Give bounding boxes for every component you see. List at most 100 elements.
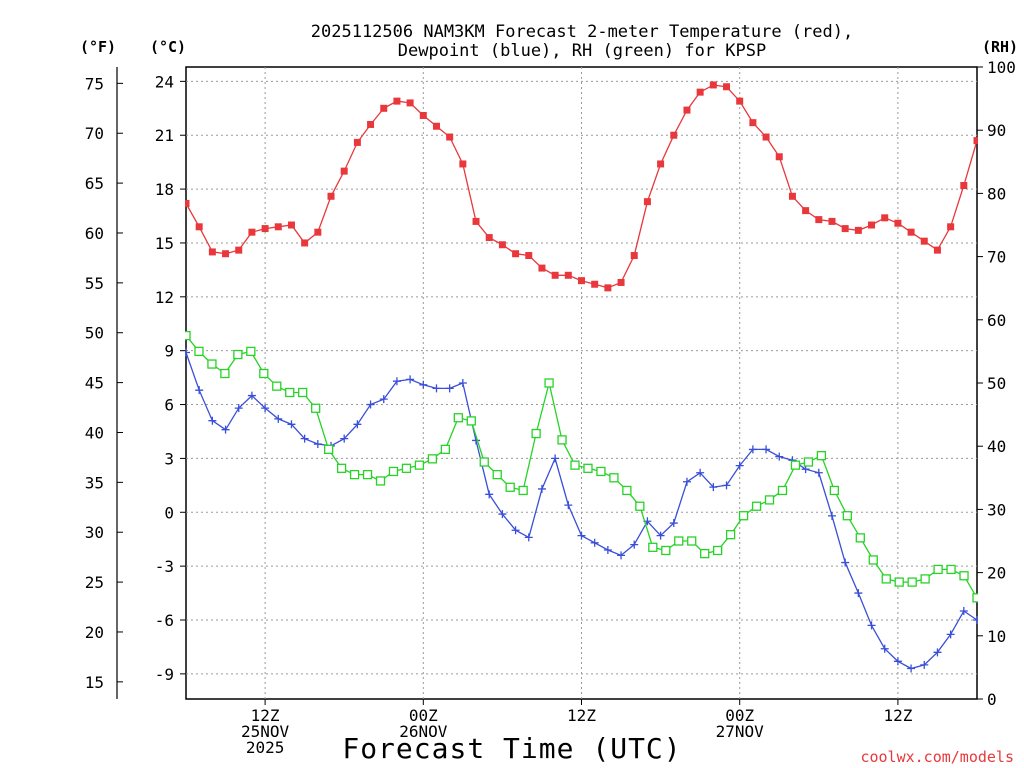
2-meter-temperature-point [578,277,585,285]
rh-point [466,416,476,426]
time-tick-label-line1: 12Z [251,706,280,725]
2-meter-temperature-point [314,228,322,236]
rh-point [738,511,749,521]
dewpoint-point [274,414,283,423]
2-meter-temperature-point [670,131,678,139]
rh-point [648,542,658,552]
celsius-tick-label: 21 [155,126,174,145]
rh-point [440,444,450,455]
rh-point [946,564,956,575]
rh-point [375,476,386,486]
2-meter-temperature-point [854,226,862,234]
rh-point [713,545,723,556]
2-meter-temperature-point [762,133,770,141]
rh-point [570,460,580,470]
dewpoint-point [261,404,270,413]
dewpoint-point [392,377,401,386]
2-meter-temperature-point [828,217,836,225]
fahrenheit-tick-label: 50 [85,324,104,343]
dewpoint-point [959,607,968,616]
rh-point [674,536,684,546]
fahrenheit-tick-label: 40 [85,423,104,442]
fahrenheit-tick-label: 25 [85,573,104,592]
dewpoint-point [630,540,639,549]
2-meter-temperature-point [222,250,230,258]
dewpoint-point [185,348,190,357]
dewpoint-point [590,538,599,547]
rh-point [622,485,632,496]
dewpoint-point [973,616,978,624]
time-tick-label-line2: 25NOV [241,722,290,741]
rh-point [661,545,671,556]
fahrenheit-tick-label: 70 [85,124,104,143]
dewpoint-point [907,664,916,673]
dewpoint-point [656,531,665,540]
rh-point [414,460,425,470]
2-meter-temperature-point [894,219,902,227]
dewpoint-point [867,621,876,630]
rh-point [609,473,619,483]
rh-point [311,403,321,413]
celsius-tick-label: 6 [164,396,174,415]
dewpoint-point [946,630,955,639]
rh-tick-label: 50 [987,374,1006,393]
2-meter-temperature-point [564,271,572,279]
2-meter-temperature-point [551,271,559,279]
2-meter-temperature-point [367,120,375,128]
2-meter-temperature-point [512,250,520,258]
2-meter-temperature-point [643,198,651,206]
2-meter-temperature-point [498,241,506,249]
2-meter-temperature-point [274,223,282,231]
2-meter-temperature-point [630,252,638,260]
2-meter-temperature-point [472,217,480,225]
rh-point [336,463,347,473]
rh-tick-label: 20 [987,564,1006,583]
rh-point [933,564,943,575]
2-meter-temperature-point [485,234,493,242]
dewpoint-point [511,526,520,535]
rh-point [764,495,775,505]
rh-point [842,511,852,521]
rh-point [751,501,762,511]
2-meter-temperature-point [406,99,414,107]
rh-point [388,466,399,477]
2-meter-temperature-point [920,237,928,245]
rh-point [259,368,269,379]
dewpoint-point [669,519,678,528]
2-meter-temperature-point [195,223,203,231]
series-clip-group [185,81,978,673]
dewpoint-point [445,384,454,393]
2-meter-temperature-point [960,182,968,189]
fahrenheit-tick-label: 75 [85,74,104,93]
2-meter-temperature-point [235,246,243,254]
rh-point [920,574,930,584]
2-meter-temperature-point [815,216,823,224]
2-meter-temperature-point [287,221,295,229]
rh-point [492,469,502,480]
dewpoint-point [313,440,322,449]
fahrenheit-tick-label: 30 [85,523,104,542]
dewpoint-point [854,589,863,598]
data-series [185,81,978,673]
fahrenheit-tick-label: 35 [85,473,104,492]
rh-point [246,346,256,357]
2-meter-temperature-point [868,221,876,229]
2-meter-temperature-point [604,284,612,292]
chart-title-line2: Dewpoint (blue), RH (green) for KPSP [398,41,766,61]
dewpoint-point [537,484,546,493]
dewpoint-point [221,425,230,434]
dewpoint-point [682,477,691,486]
dewpoint-point [300,434,309,443]
celsius-tick-label: 18 [155,180,174,199]
rh-point [531,428,541,439]
2-meter-temperature-point [709,81,717,89]
rh-point [816,451,827,461]
fahrenheit-unit-label: (°F) [80,38,116,56]
celsius-tick-label: -6 [155,611,174,630]
credit-label: coolwx.com/models [860,748,1014,766]
dewpoint-point [841,558,850,567]
fahrenheit-tick-label: 45 [85,374,104,393]
